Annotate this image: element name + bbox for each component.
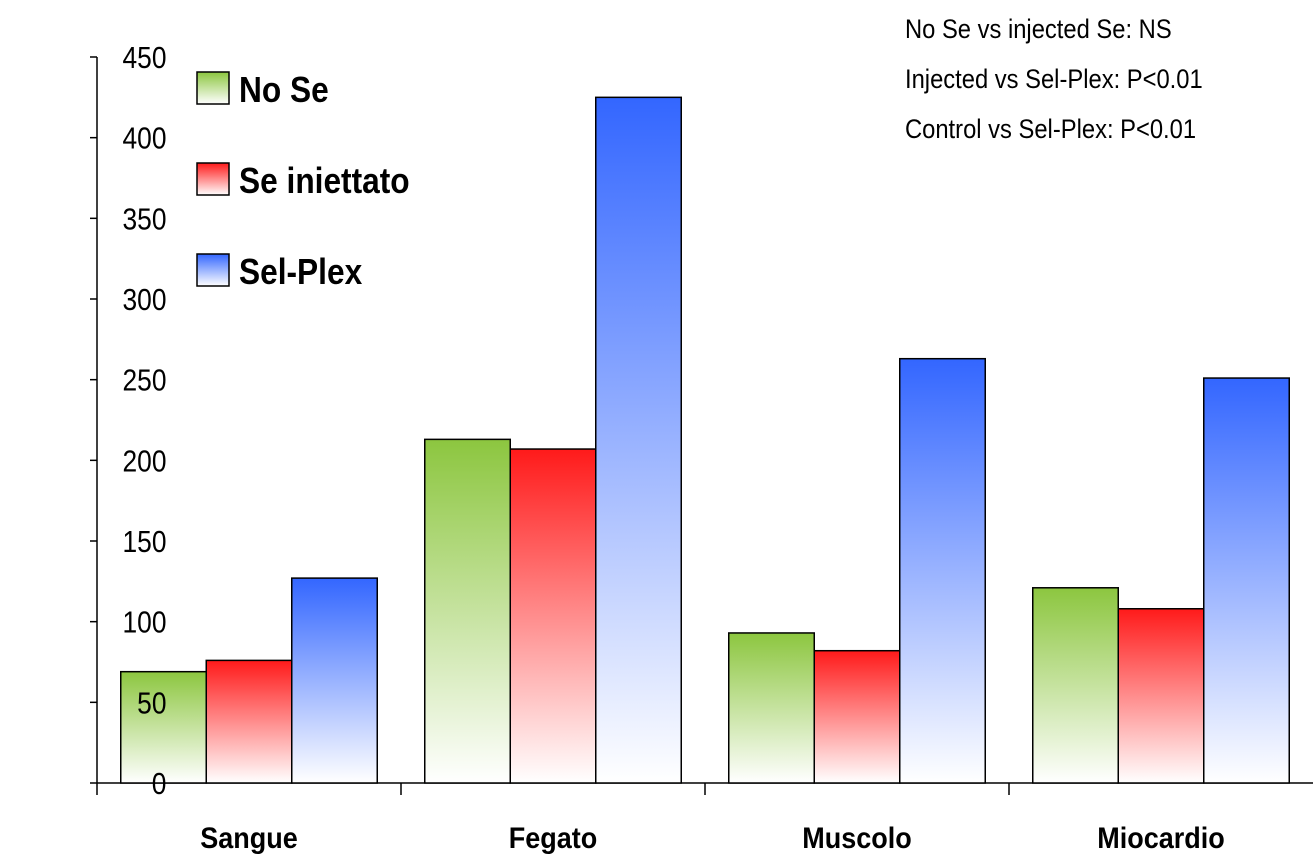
y-tick-label: 350 [123,202,167,236]
y-tick-label: 200 [123,444,167,478]
bar-no-se-sangue [120,670,207,784]
category-label: Miocardio [1097,822,1224,856]
bar-sel-plex-miocardio [1203,377,1290,784]
bar-sel-plex-muscolo [899,357,986,784]
y-tick-label: 250 [123,364,167,398]
legend-swatch [196,71,230,105]
y-tick-label: 450 [123,41,167,75]
bar-no-se-fegato [424,438,511,784]
bar-no-se-muscolo [728,632,815,784]
bar-se-iniettato-muscolo [813,649,901,784]
y-tick-labels: 0 50 100 150 200 250 300 350 400 450 [123,41,167,801]
bars [120,96,1290,784]
annotation-text: Injected vs Sel-Plex: P<0.01 [905,65,1203,95]
bar-sel-plex-sangue [291,577,378,784]
y-tick-label: 300 [123,283,167,317]
y-tick-label: 150 [123,525,167,559]
y-tick-label: 100 [123,606,167,640]
legend: No Se Se iniettato Sel-Plex [196,70,410,292]
legend-label: Sel-Plex [239,252,362,292]
bar-se-iniettato-sangue [205,659,293,784]
category-label: Fegato [509,822,597,856]
legend-swatch [196,162,230,196]
legend-label: No Se [239,70,329,110]
bar-no-se-miocardio [1032,587,1119,784]
bar-se-iniettato-fegato [509,448,597,784]
category-label: Muscolo [802,822,911,856]
annotations: No Se vs injected Se: NS Injected vs Sel-… [905,15,1203,145]
legend-swatch [196,253,230,287]
y-tick-label: 50 [137,686,166,720]
legend-label: Se iniettato [239,161,410,201]
y-tick-label: 0 [152,767,167,801]
bar-se-iniettato-miocardio [1117,608,1205,784]
annotation-text: Control vs Sel-Plex: P<0.01 [905,115,1196,145]
category-label: Sangue [200,822,297,856]
bar-sel-plex-fegato [595,96,682,784]
annotation-text: No Se vs injected Se: NS [905,15,1172,45]
category-labels: Sangue Fegato Muscolo Miocardio [200,822,1224,856]
y-tick-label: 400 [123,122,167,156]
